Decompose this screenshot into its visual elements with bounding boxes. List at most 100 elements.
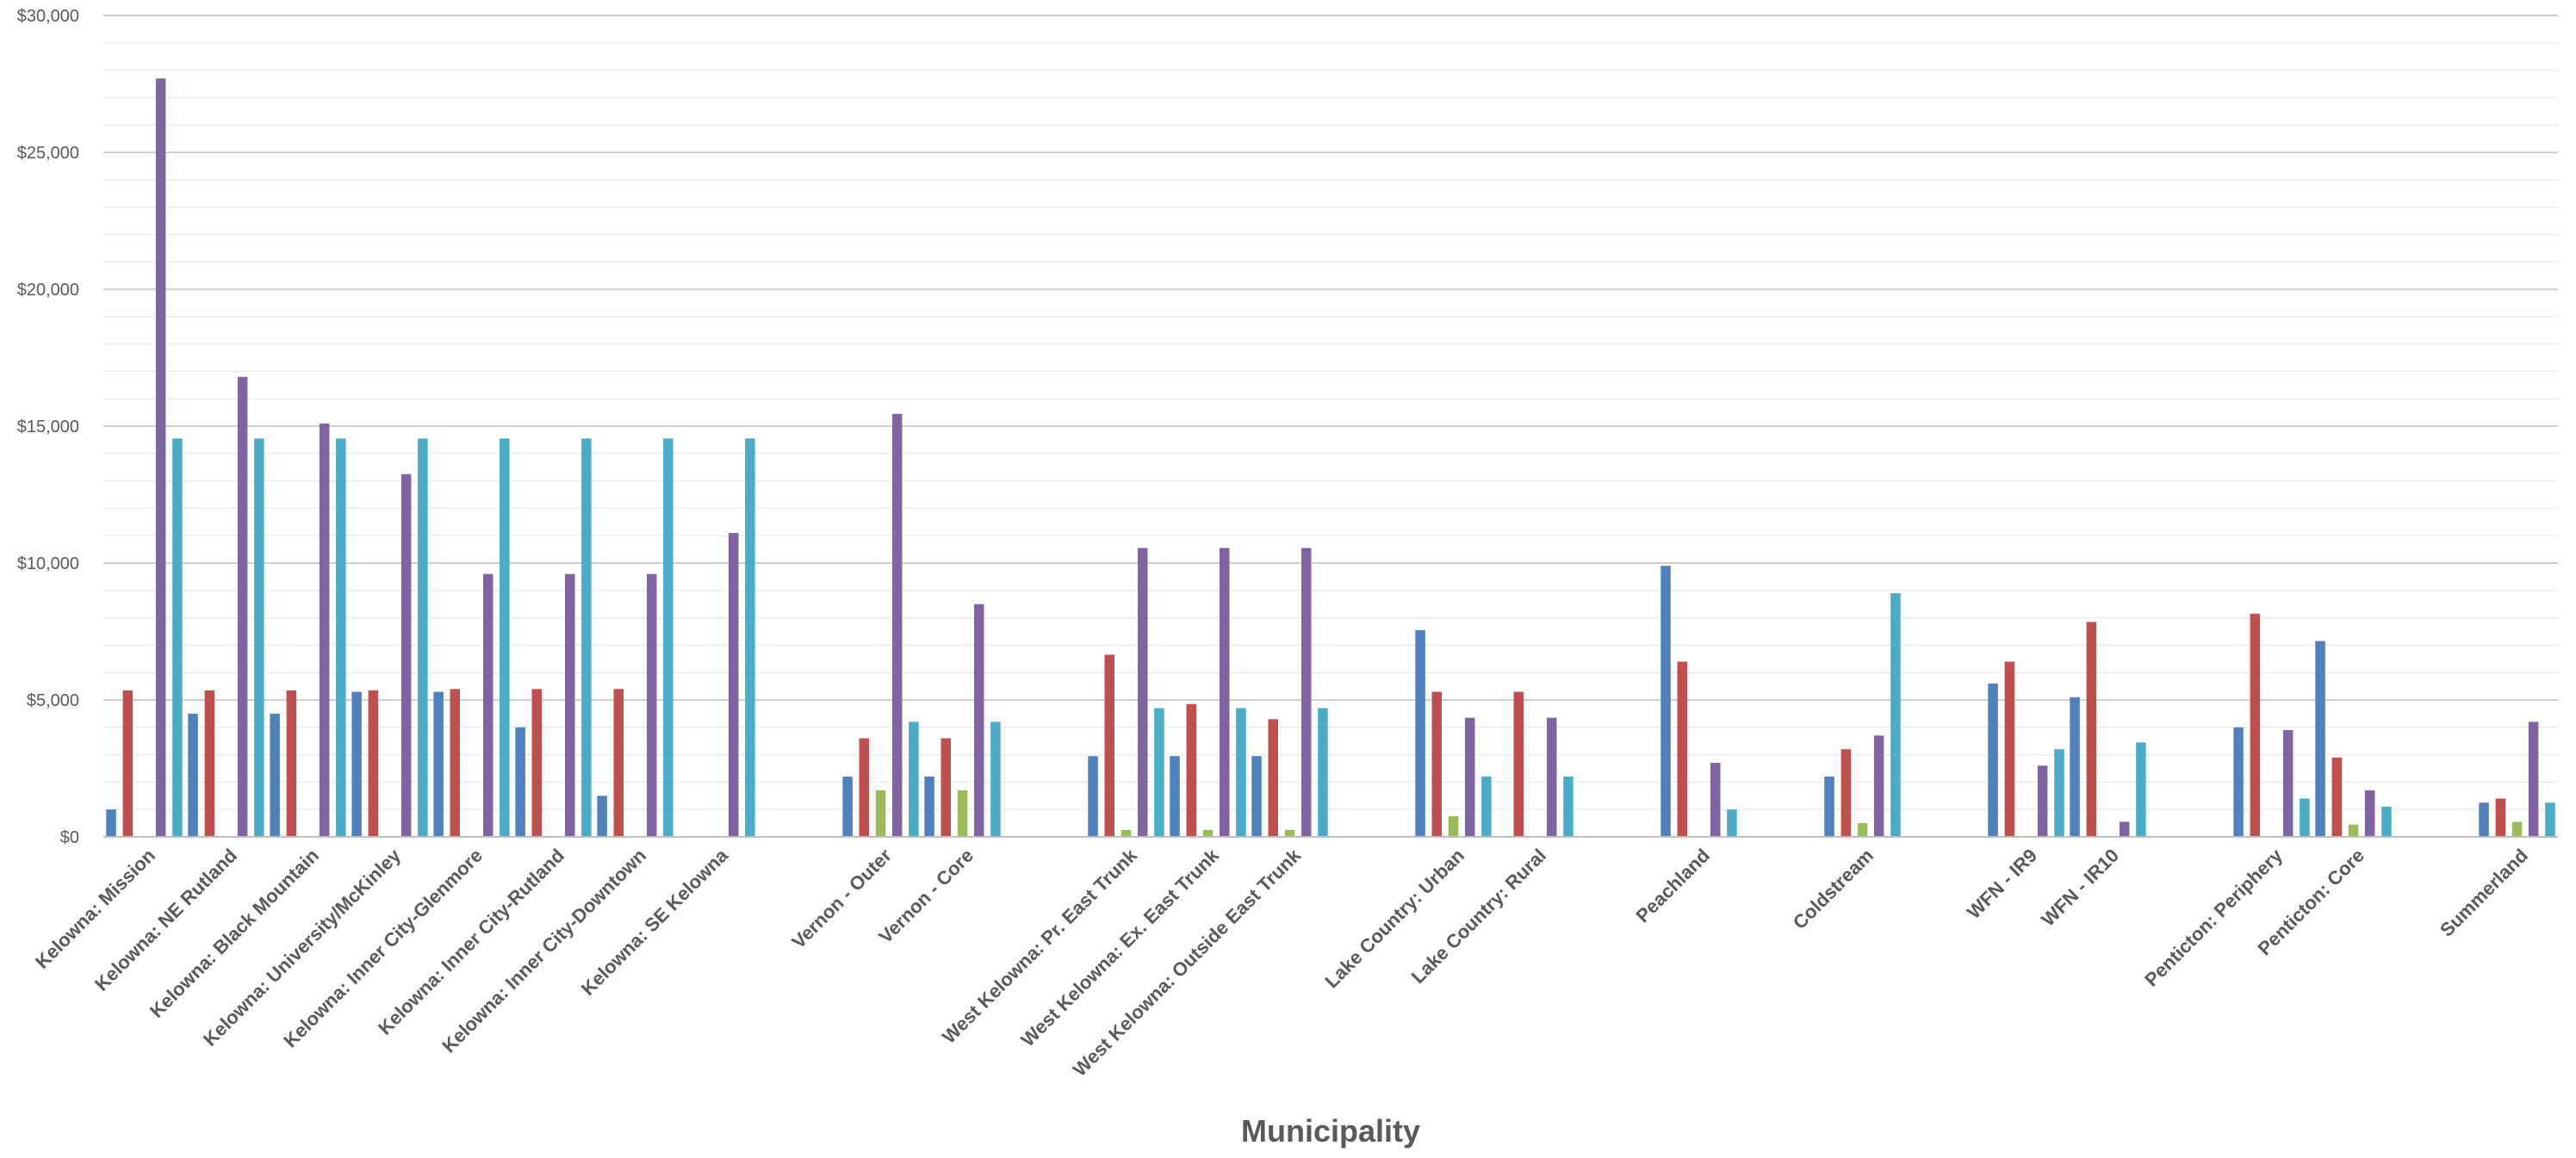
bar: [433, 691, 444, 837]
bar: [351, 691, 362, 837]
bar: [1431, 691, 1442, 837]
bar: [172, 438, 183, 837]
bar: [2364, 790, 2375, 837]
bar: [2136, 742, 2146, 837]
x-tick-label: Summerland: [2436, 845, 2532, 941]
bar: [418, 438, 428, 837]
bar: [1236, 708, 1246, 837]
bar: [122, 690, 133, 837]
bar: [2495, 798, 2506, 837]
x-tick-label: Lake Country: Urban: [1320, 845, 1468, 993]
bar: [1727, 809, 1737, 837]
bar: [892, 413, 903, 837]
bar: [483, 573, 493, 837]
bar: [1104, 654, 1114, 837]
bar: [106, 809, 116, 837]
x-tick-label: WFN - IR9: [1963, 845, 2041, 923]
bar: [729, 533, 739, 837]
bar: [1465, 717, 1475, 837]
x-tick-label: Penticton: Periphery: [2140, 844, 2287, 990]
bar: [2300, 798, 2310, 837]
x-tick-label: WFN - IR10: [2037, 845, 2123, 931]
bar: [1415, 629, 1425, 837]
bar: [2119, 821, 2130, 837]
bar: [974, 604, 984, 837]
bar: [2348, 824, 2359, 837]
bar: [990, 721, 1001, 837]
y-tick-label: $20,000: [17, 281, 79, 300]
bar: [319, 423, 330, 837]
bar: [2511, 821, 2523, 837]
bar: [531, 689, 542, 837]
bar: [1301, 548, 1312, 837]
bar: [2250, 613, 2261, 837]
bar: [2545, 802, 2555, 838]
bar: [1202, 830, 1214, 837]
bar: [2070, 697, 2080, 837]
bar: [1154, 708, 1164, 837]
bar: [237, 376, 248, 837]
bar: [336, 438, 346, 837]
bar: [1890, 593, 1901, 837]
bar: [1251, 756, 1262, 837]
bar: [1186, 703, 1196, 837]
bar: [909, 721, 919, 837]
bar: [940, 738, 951, 837]
bar: [1547, 717, 1557, 837]
bar: [647, 573, 657, 837]
bar: [2331, 757, 2343, 837]
x-tick-label: Kelowna: NE Rutland: [90, 845, 241, 995]
bar: [745, 438, 755, 837]
x-tick-label: Lake Country: Rural: [1407, 845, 1550, 988]
bar: [1563, 777, 1574, 837]
bar: [2086, 622, 2097, 837]
bar: [663, 438, 673, 837]
bar: [2004, 661, 2015, 837]
bar: [1138, 548, 1148, 837]
bar: [155, 78, 166, 838]
bar: [270, 713, 280, 837]
bar: [1088, 756, 1098, 837]
x-axis-title: Municipality: [1241, 1113, 1420, 1149]
bar: [1824, 777, 1834, 837]
bar: [875, 790, 886, 837]
y-tick-label: $5,000: [27, 691, 79, 710]
bar: [450, 689, 460, 837]
bar: [1988, 683, 1998, 837]
bar: [1481, 777, 1492, 837]
bar: [957, 790, 968, 837]
bar: [565, 573, 575, 837]
bar: [1268, 719, 1278, 837]
y-axis-ticks: $0 $5,000 $10,000 $15,000 $20,000 $25,000 $30,…: [17, 7, 79, 847]
x-tick-label: Coldstream: [1789, 845, 1878, 933]
bar: [1318, 708, 1328, 837]
bar: [515, 727, 525, 837]
bar: [188, 713, 198, 837]
bar: [2315, 641, 2325, 837]
bar: [400, 474, 412, 837]
bar: [2054, 749, 2064, 837]
bar: [1660, 566, 1671, 837]
bar: [1677, 661, 1687, 837]
bar: [500, 438, 510, 837]
bar: [2479, 802, 2489, 838]
x-tick-label: Kelowna: Black Mountain: [146, 845, 323, 1022]
bar: [1873, 735, 1884, 837]
bar: [597, 796, 607, 837]
y-tick-label: $0: [60, 828, 79, 847]
bar: [1120, 830, 1132, 837]
bar: [1220, 548, 1230, 837]
bar: [2282, 730, 2294, 837]
bar: [1170, 756, 1180, 837]
bar: [842, 777, 853, 837]
bar: [581, 438, 592, 837]
bar: [613, 689, 624, 837]
bar: [254, 438, 264, 837]
y-tick-label: $15,000: [17, 418, 79, 437]
y-tick-label: $30,000: [17, 7, 79, 26]
y-tick-label: $25,000: [17, 144, 79, 163]
bar: [924, 777, 934, 837]
bar: [2233, 727, 2244, 837]
